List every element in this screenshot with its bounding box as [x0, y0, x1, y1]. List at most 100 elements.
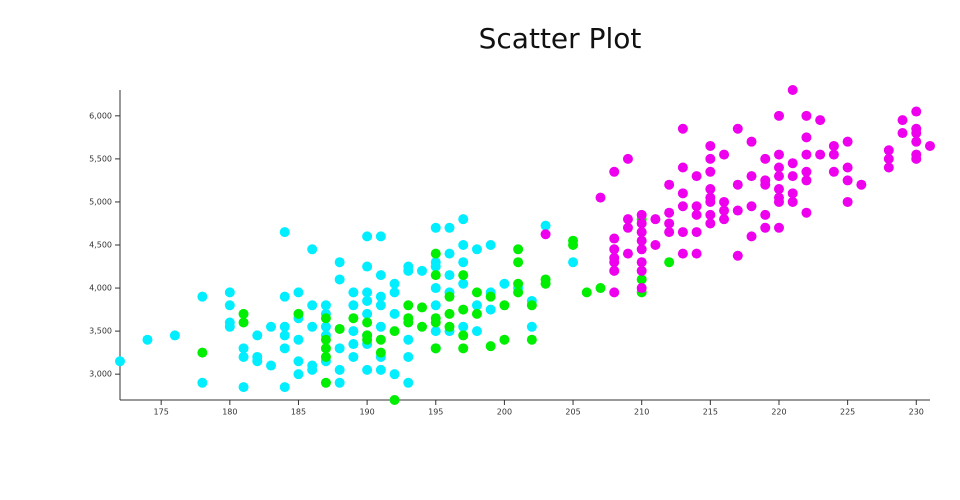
point — [677, 201, 688, 212]
y-tick-label: 4,000 — [89, 284, 112, 293]
point — [636, 209, 647, 220]
point — [430, 283, 441, 294]
point — [787, 171, 798, 182]
point — [677, 162, 688, 173]
point — [801, 207, 812, 218]
point — [362, 317, 373, 328]
y-tick-label: 4,500 — [89, 241, 112, 250]
point — [499, 300, 510, 311]
point — [513, 287, 524, 298]
point — [197, 347, 208, 358]
point — [485, 304, 496, 315]
point — [417, 321, 428, 332]
point — [362, 261, 373, 272]
point — [430, 261, 441, 272]
point — [760, 153, 771, 164]
point — [650, 214, 661, 225]
point — [499, 278, 510, 289]
point — [815, 149, 826, 160]
point — [403, 377, 414, 388]
point — [773, 171, 784, 182]
point — [773, 222, 784, 233]
point — [362, 308, 373, 319]
point — [471, 308, 482, 319]
x-tick-label: 200 — [497, 408, 512, 417]
point — [746, 171, 757, 182]
x-tick-label: 190 — [359, 408, 374, 417]
point — [540, 229, 551, 240]
y-tick-label: 5,500 — [89, 154, 112, 163]
point — [458, 321, 469, 332]
point — [430, 248, 441, 259]
point — [664, 179, 675, 190]
point — [444, 291, 455, 302]
point — [595, 192, 606, 203]
point — [513, 278, 524, 289]
point — [691, 171, 702, 182]
point — [485, 240, 496, 250]
point — [636, 235, 647, 246]
point — [362, 295, 373, 306]
point — [142, 334, 153, 345]
point — [842, 162, 853, 173]
point — [609, 257, 620, 268]
point — [279, 343, 290, 354]
point — [334, 377, 345, 388]
y-tick-label: 6,000 — [89, 111, 112, 120]
point — [856, 179, 867, 190]
point — [677, 227, 688, 238]
point — [471, 300, 482, 311]
point — [746, 201, 757, 212]
point — [430, 326, 441, 337]
point — [581, 287, 592, 298]
point — [815, 115, 826, 126]
point — [279, 227, 290, 238]
point — [389, 308, 400, 319]
point — [320, 343, 331, 354]
x-tick-label: 195 — [428, 408, 443, 417]
point — [362, 231, 373, 242]
point — [568, 240, 579, 250]
point — [842, 196, 853, 207]
point — [773, 196, 784, 207]
point — [609, 244, 620, 255]
point — [705, 140, 716, 151]
point — [375, 270, 386, 281]
point — [760, 179, 771, 190]
point — [677, 123, 688, 134]
point — [842, 136, 853, 147]
point — [444, 248, 455, 259]
point — [773, 162, 784, 173]
point — [664, 218, 675, 229]
point — [238, 351, 249, 362]
point — [513, 257, 524, 268]
point — [320, 377, 331, 388]
point — [540, 278, 551, 289]
chart-title: Scatter Plot — [479, 22, 642, 55]
point — [471, 326, 482, 337]
point — [279, 382, 290, 393]
point — [471, 287, 482, 298]
point — [773, 149, 784, 160]
point — [458, 214, 469, 225]
point — [526, 300, 537, 311]
point — [911, 106, 922, 117]
y-tick-label: 5,000 — [89, 197, 112, 206]
point — [925, 140, 935, 151]
point — [883, 153, 894, 164]
point — [609, 166, 620, 177]
point — [719, 214, 730, 225]
point — [334, 343, 345, 354]
point — [197, 291, 208, 302]
point — [664, 207, 675, 218]
point — [430, 300, 441, 311]
point — [636, 274, 647, 285]
point — [458, 330, 469, 341]
point — [787, 196, 798, 207]
point — [238, 308, 249, 319]
point — [595, 283, 606, 294]
point — [787, 158, 798, 169]
point — [279, 321, 290, 332]
point — [307, 244, 318, 255]
